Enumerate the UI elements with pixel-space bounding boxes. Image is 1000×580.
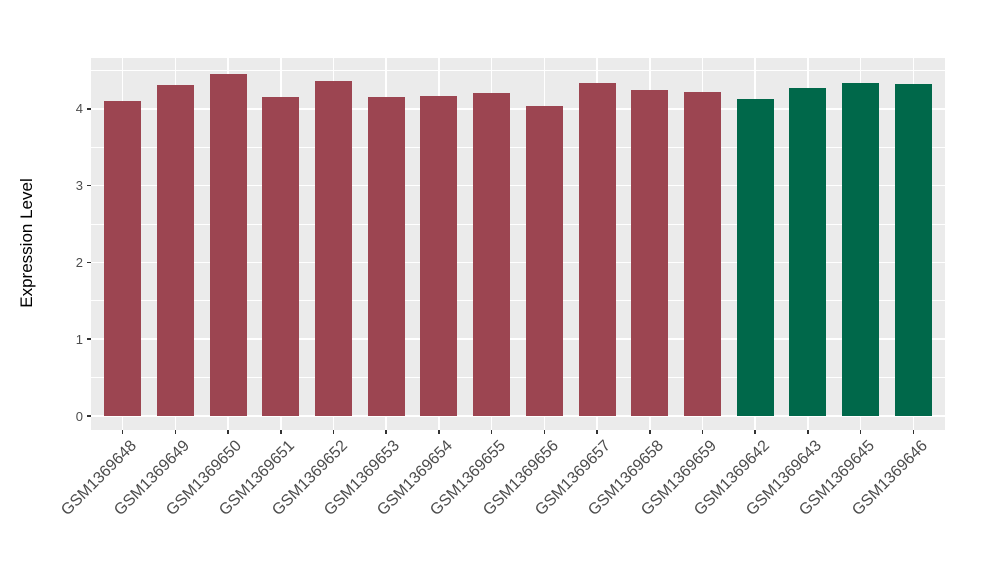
y-tick-label: 0 [75, 408, 83, 424]
x-tick-mark [649, 430, 651, 434]
x-tick-mark [859, 430, 862, 434]
minor-gridline [91, 223, 945, 225]
x-tick-mark [754, 430, 756, 434]
x-tick-mark [912, 430, 915, 434]
y-tick-label: 3 [75, 178, 83, 194]
minor-gridline [91, 300, 945, 302]
major-gridline [91, 338, 945, 340]
bar [473, 93, 511, 416]
y-tick-mark [87, 261, 91, 264]
bar [156, 84, 194, 416]
x-tick-mark [543, 430, 546, 434]
x-tick-mark [596, 430, 598, 434]
bar [684, 91, 721, 416]
bar [578, 83, 616, 416]
y-tick-mark [87, 184, 91, 187]
x-tick-mark [280, 430, 282, 434]
major-gridline [91, 108, 945, 110]
bar [262, 97, 300, 416]
y-tick-mark [87, 108, 91, 110]
y-tick-mark [87, 415, 91, 417]
x-tick-mark [174, 430, 177, 434]
x-tick-mark [701, 430, 704, 434]
x-tick-mark [121, 430, 124, 434]
major-gridline [91, 415, 945, 417]
x-tick-mark [385, 430, 387, 434]
x-tick-mark [438, 430, 440, 434]
x-tick-mark [332, 430, 335, 434]
x-tick-mark [490, 430, 493, 434]
y-tick-label: 2 [75, 254, 83, 270]
bar [894, 84, 932, 416]
y-axis-title: Expression Level [17, 178, 36, 308]
x-tick-mark [227, 430, 229, 434]
minor-gridline [91, 377, 945, 378]
major-gridline [91, 261, 945, 264]
x-tick-mark [807, 430, 809, 434]
bar [209, 74, 247, 416]
bar [525, 106, 563, 416]
bar [367, 97, 405, 416]
minor-gridline [91, 70, 945, 71]
bar [631, 89, 669, 416]
bar [842, 82, 880, 416]
bar [104, 101, 142, 416]
y-tick-label: 4 [75, 101, 83, 117]
bar [789, 88, 827, 416]
minor-gridline [91, 146, 945, 148]
bar [420, 95, 458, 416]
major-gridline [91, 184, 945, 187]
y-tick-mark [87, 338, 91, 340]
y-tick-label: 1 [75, 331, 83, 347]
bar [315, 81, 352, 416]
bar [736, 98, 774, 416]
